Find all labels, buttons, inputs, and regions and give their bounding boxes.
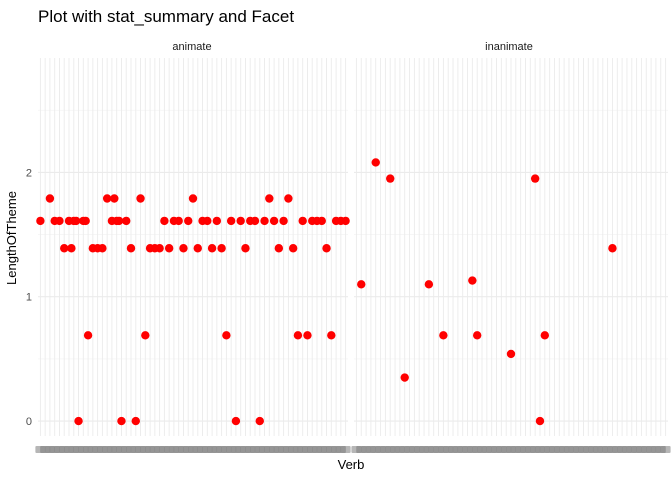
data-point	[303, 331, 312, 340]
data-point	[250, 216, 260, 226]
data-point	[535, 416, 545, 426]
data-point	[174, 216, 183, 226]
data-point	[164, 244, 174, 253]
data-point	[217, 244, 226, 253]
grid-animate	[38, 58, 348, 436]
data-point	[468, 276, 477, 285]
data-point	[203, 216, 212, 226]
data-point	[371, 158, 380, 167]
data-point	[288, 244, 298, 253]
data-point	[241, 244, 250, 253]
strip-label-inanimate: inanimate	[485, 41, 533, 53]
data-point	[122, 216, 131, 226]
data-point	[114, 216, 124, 226]
data-point	[284, 194, 293, 203]
data-point	[117, 416, 126, 426]
data-point	[231, 416, 241, 426]
data-point	[255, 416, 264, 426]
data-point	[226, 216, 236, 226]
data-point	[317, 216, 326, 226]
data-point	[60, 244, 69, 253]
y-axis-title: LengthOfTheme	[4, 191, 19, 285]
data-point	[260, 216, 269, 226]
data-point	[155, 244, 164, 253]
data-point	[341, 216, 350, 226]
y-tick-label: 0	[26, 416, 32, 428]
data-point	[265, 194, 274, 203]
x-tick-label	[340, 446, 351, 453]
data-point	[222, 331, 231, 340]
x-tick-labels-inanimate	[351, 446, 671, 453]
data-point	[400, 373, 409, 382]
data-point	[141, 331, 150, 340]
data-point	[160, 216, 169, 226]
data-point	[327, 331, 336, 340]
data-point	[274, 244, 284, 253]
points-inanimate	[357, 158, 617, 426]
x-tick-labels-animate	[35, 446, 351, 453]
data-point	[540, 331, 550, 340]
data-point	[184, 216, 193, 226]
data-point	[188, 194, 198, 203]
data-point	[424, 280, 434, 289]
data-point	[212, 216, 222, 226]
data-point	[136, 194, 145, 203]
data-point	[207, 244, 217, 253]
data-point	[83, 331, 93, 340]
data-point	[608, 244, 617, 253]
data-point	[36, 216, 45, 226]
x-axis-title: Verb	[338, 457, 365, 472]
data-point	[110, 194, 119, 203]
data-point	[193, 244, 202, 253]
data-point	[298, 216, 307, 226]
data-point	[81, 216, 90, 226]
chart-title: Plot with stat_summary and Facet	[38, 7, 294, 26]
data-point	[293, 331, 303, 340]
y-tick-label: 2	[26, 167, 32, 179]
data-point	[126, 244, 136, 253]
strip-label-animate: animate	[172, 41, 211, 53]
panel-animate: animate	[35, 41, 351, 453]
panel-inanimate: inanimate	[351, 41, 671, 453]
points-animate	[36, 194, 350, 426]
data-point	[439, 331, 448, 340]
data-point	[179, 244, 188, 253]
data-point	[131, 416, 140, 426]
data-point	[530, 174, 540, 183]
data-point	[55, 216, 64, 226]
data-point	[102, 194, 112, 203]
x-tick-label	[660, 446, 671, 453]
data-point	[357, 280, 366, 289]
y-tick-labels: 0 1 2	[26, 167, 32, 428]
data-point	[45, 194, 55, 203]
data-point	[279, 216, 288, 226]
data-point	[98, 244, 107, 253]
data-point	[67, 244, 76, 253]
data-point	[236, 216, 245, 226]
data-point	[386, 174, 395, 183]
y-tick-label: 1	[26, 292, 32, 304]
data-point	[74, 416, 83, 426]
data-point	[71, 216, 81, 226]
data-point	[269, 216, 279, 226]
data-point	[322, 244, 331, 253]
data-point	[472, 331, 482, 340]
data-point	[506, 349, 516, 359]
